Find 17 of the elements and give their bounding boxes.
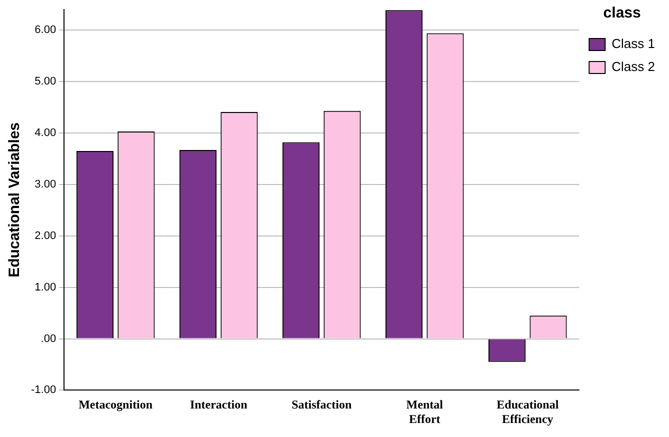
y-tick-label: -1.00 — [30, 384, 56, 396]
legend-label: Class 1 — [612, 36, 656, 52]
y-tick-label: 2.00 — [34, 230, 56, 242]
x-tick-label: Satisfaction — [292, 397, 352, 412]
y-tick-label: 1.00 — [34, 281, 56, 294]
x-tick-label: Metacognition — [78, 397, 153, 412]
x-tick-label: Mental Effort — [406, 397, 444, 426]
y-tick-label: 5.00 — [34, 76, 56, 88]
x-tick-label: Educational Efficiency — [496, 397, 560, 426]
y-tick-label: 6.00 — [34, 24, 56, 36]
legend-title: class — [603, 4, 641, 22]
legend-label: Class 2 — [612, 59, 656, 74]
y-tick-label: 4.00 — [34, 127, 56, 140]
y-tick-label: .00 — [40, 332, 56, 345]
x-tick-label: Interaction — [190, 397, 248, 412]
y-tick-label: 3.00 — [34, 178, 56, 190]
y-axis-title: Educational Variables — [6, 122, 24, 278]
